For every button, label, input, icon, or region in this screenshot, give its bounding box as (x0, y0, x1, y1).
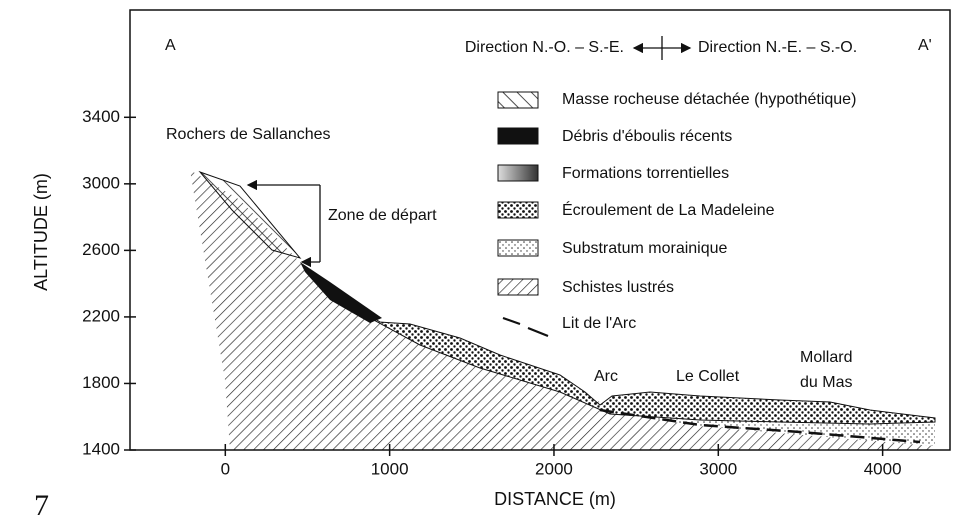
direction-right: Direction N.-E. – S.-O. (698, 39, 857, 56)
annotation: Le Collet (676, 368, 740, 385)
legend-label: Substratum morainique (562, 240, 728, 257)
legend-swatch (498, 92, 538, 108)
annotation: Zone de départ (328, 207, 437, 224)
section-end: A' (918, 37, 932, 54)
y-tick-label: 3000 (82, 173, 120, 192)
annotation: Rochers de Sallanches (166, 126, 331, 143)
legend-swatch (498, 128, 538, 144)
x-axis-label: DISTANCE (m) (494, 489, 616, 509)
annotation: Arc (594, 368, 618, 385)
y-tick-label: 2200 (82, 306, 120, 325)
legend-label: Masse rocheuse détachée (hypothétique) (562, 91, 856, 108)
legend-swatch (503, 318, 548, 336)
annotation: du Mas (800, 374, 852, 391)
annotation: Mollard (800, 349, 852, 366)
y-tick-label: 3400 (82, 107, 120, 126)
y-tick-label: 1800 (82, 373, 120, 392)
legend-label: Lit de l'Arc (562, 315, 636, 332)
legend-label: Écroulement de La Madeleine (562, 200, 775, 219)
legend-swatch (498, 165, 538, 181)
y-tick-label: 2600 (82, 240, 120, 259)
y-axis-label: ALTITUDE (m) (31, 173, 51, 291)
figure-number: 7 (34, 489, 49, 521)
legend-label: Formations torrentielles (562, 165, 729, 182)
x-tick-label: 4000 (864, 459, 902, 478)
x-tick-label: 0 (221, 459, 230, 478)
figure: A Direction N.-O. – S.-E. Direction N.-E… (0, 0, 960, 521)
legend-label: Schistes lustrés (562, 279, 674, 296)
legend-swatch (498, 202, 538, 218)
legend-swatch (498, 279, 538, 295)
direction-arrow (634, 36, 690, 60)
direction-left: Direction N.-O. – S.-E. (465, 39, 624, 56)
legend-label: Débris d'éboulis récents (562, 128, 732, 145)
y-tick-label: 1400 (82, 439, 120, 458)
legend (498, 92, 548, 336)
x-tick-label: 3000 (699, 459, 737, 478)
x-tick-label: 2000 (535, 459, 573, 478)
legend-swatch (498, 240, 538, 256)
x-tick-label: 1000 (371, 459, 409, 478)
section-start: A (165, 37, 176, 54)
